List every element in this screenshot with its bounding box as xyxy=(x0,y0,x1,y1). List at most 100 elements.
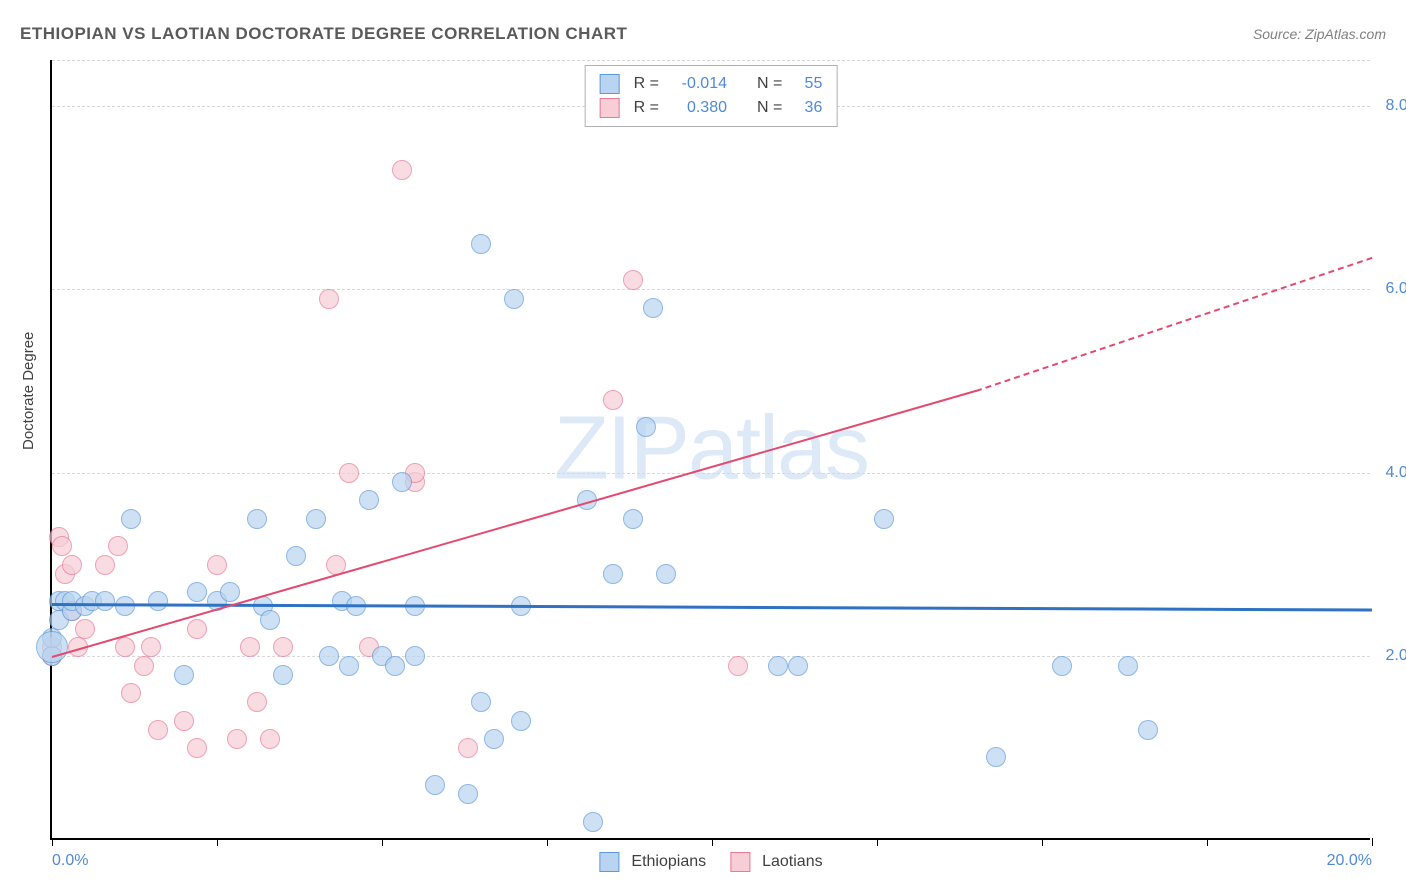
xtick xyxy=(52,838,53,846)
ethiopian-point xyxy=(392,472,412,492)
ethiopian-point xyxy=(121,509,141,529)
laotian-point xyxy=(319,289,339,309)
ethiopian-point xyxy=(484,729,504,749)
ethiopian-point xyxy=(148,591,168,611)
ethiopian-point xyxy=(247,509,267,529)
legend-n-value: 55 xyxy=(792,72,822,96)
laotian-point xyxy=(603,390,623,410)
laotian-point xyxy=(260,729,280,749)
laotian-point xyxy=(141,637,161,657)
legend-r-value: -0.014 xyxy=(669,72,727,96)
source-credit: Source: ZipAtlas.com xyxy=(1253,26,1386,42)
trend-line xyxy=(52,390,977,658)
legend-stats-row: R = -0.014 N = 55 xyxy=(600,72,823,96)
legend-series-item: Ethiopians xyxy=(599,852,706,872)
trend-line-dashed xyxy=(976,257,1373,392)
ethiopian-point xyxy=(643,298,663,318)
legend-r-label: R = xyxy=(634,96,659,120)
ethiopian-point xyxy=(583,812,603,832)
y-axis-label: Doctorate Degree xyxy=(20,332,37,450)
legend-swatch xyxy=(599,852,619,872)
watermark-bold: ZIP xyxy=(554,399,688,499)
legend-swatch xyxy=(600,74,620,94)
laotian-point xyxy=(247,692,267,712)
legend-series-item: Laotians xyxy=(730,852,823,872)
legend-n-value: 36 xyxy=(792,96,822,120)
ethiopian-point xyxy=(768,656,788,676)
legend-swatch xyxy=(730,852,750,872)
laotian-point xyxy=(108,536,128,556)
xtick xyxy=(547,838,548,846)
legend-series-label: Ethiopians xyxy=(631,853,706,871)
legend-r-value: 0.380 xyxy=(669,96,727,120)
xtick xyxy=(382,838,383,846)
laotian-point xyxy=(273,637,293,657)
laotian-point xyxy=(623,270,643,290)
ethiopian-point xyxy=(95,591,115,611)
ethiopian-point xyxy=(1052,656,1072,676)
laotian-point xyxy=(458,738,478,758)
trend-line xyxy=(52,603,1372,612)
ytick-label: 4.0% xyxy=(1386,464,1406,482)
ytick-label: 2.0% xyxy=(1386,647,1406,665)
legend-n-label: N = xyxy=(757,72,782,96)
laotian-point xyxy=(52,536,72,556)
watermark: ZIPatlas xyxy=(554,398,868,501)
ethiopian-point xyxy=(220,582,240,602)
xtick xyxy=(712,838,713,846)
xtick xyxy=(1042,838,1043,846)
xtick xyxy=(1207,838,1208,846)
xtick xyxy=(877,838,878,846)
legend-series-label: Laotians xyxy=(762,853,823,871)
ethiopian-point xyxy=(425,775,445,795)
ethiopian-point-big xyxy=(36,631,68,663)
plot-area: ZIPatlas R =-0.014N =55R =0.380N =36 Eth… xyxy=(50,60,1370,840)
ethiopian-point xyxy=(359,490,379,510)
laotian-point xyxy=(392,160,412,180)
ethiopian-point xyxy=(339,656,359,676)
ethiopian-point xyxy=(319,646,339,666)
ytick-label: 8.0% xyxy=(1386,97,1406,115)
ethiopian-point xyxy=(788,656,808,676)
ethiopian-point xyxy=(174,665,194,685)
laotian-point xyxy=(75,619,95,639)
ethiopian-point xyxy=(286,546,306,566)
legend-r-label: R = xyxy=(634,72,659,96)
ethiopian-point xyxy=(458,784,478,804)
laotian-point xyxy=(728,656,748,676)
xtick xyxy=(1372,838,1373,846)
gridline-h xyxy=(52,473,1370,474)
ethiopian-point xyxy=(260,610,280,630)
ethiopian-point xyxy=(405,646,425,666)
laotian-point xyxy=(187,619,207,639)
laotian-point xyxy=(339,463,359,483)
laotian-point xyxy=(187,738,207,758)
laotian-point xyxy=(148,720,168,740)
ytick-label: 6.0% xyxy=(1386,280,1406,298)
legend-n-label: N = xyxy=(757,96,782,120)
ethiopian-point xyxy=(603,564,623,584)
ethiopian-point xyxy=(306,509,326,529)
ethiopian-point xyxy=(385,656,405,676)
laotian-point xyxy=(227,729,247,749)
legend-stats-row: R = 0.380 N = 36 xyxy=(600,96,823,120)
laotian-point xyxy=(174,711,194,731)
chart-title: ETHIOPIAN VS LAOTIAN DOCTORATE DEGREE CO… xyxy=(20,24,627,44)
ethiopian-point xyxy=(471,692,491,712)
ethiopian-point xyxy=(504,289,524,309)
ethiopian-point xyxy=(471,234,491,254)
legend-stats: R = -0.014 N = 55 R = 0.380 N = 36 xyxy=(585,65,838,127)
laotian-point xyxy=(134,656,154,676)
legend-series: Ethiopians Laotians xyxy=(599,852,822,872)
laotian-point xyxy=(95,555,115,575)
ethiopian-point xyxy=(187,582,207,602)
gridline-h xyxy=(52,60,1370,61)
laotian-point xyxy=(240,637,260,657)
xtick-label: 20.0% xyxy=(1327,852,1372,870)
laotian-point xyxy=(121,683,141,703)
legend-swatch xyxy=(600,98,620,118)
ethiopian-point xyxy=(636,417,656,437)
ethiopian-point xyxy=(511,711,531,731)
xtick-label: 0.0% xyxy=(52,852,88,870)
ethiopian-point xyxy=(656,564,676,584)
